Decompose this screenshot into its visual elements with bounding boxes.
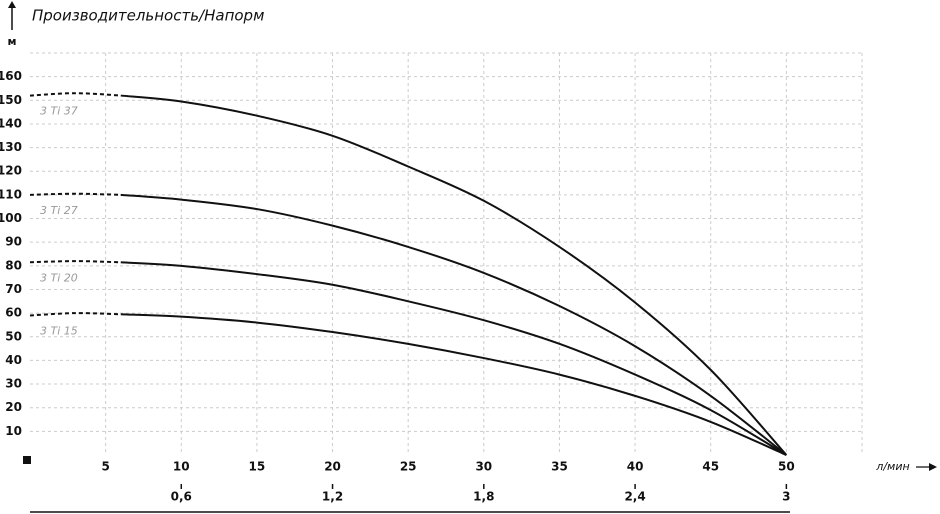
y-tick-label: 140 [0, 116, 22, 130]
series-line-dashed [29, 312, 121, 317]
y-tick-label: 110 [0, 187, 22, 201]
x-tick-label: 45 [702, 460, 719, 474]
y-tick-label: 100 [0, 211, 22, 225]
x-tick-label: 50 [778, 460, 795, 474]
x-tick-label: 15 [249, 460, 266, 474]
y-tick-label: 90 [5, 235, 22, 249]
y-tick-label: 70 [5, 282, 22, 296]
series-label: 3 Ti 20 [40, 271, 78, 284]
x-axis-arrowhead [929, 463, 937, 471]
series-label: 3 Ti 37 [40, 105, 78, 118]
x-tick-label: 25 [400, 460, 417, 474]
x-tick-label: 10 [173, 460, 190, 474]
x-tick-label: 20 [324, 460, 341, 474]
series-label: 3 Ti 27 [40, 204, 78, 217]
x-tick-label: 30 [475, 460, 492, 474]
y-tick-label: 160 [0, 69, 22, 83]
y-tick-label: 10 [5, 424, 22, 438]
series-line-dashed [29, 260, 121, 264]
y-tick-label: 30 [5, 377, 22, 391]
y-tick-label: 20 [5, 400, 22, 414]
series-line [120, 193, 787, 456]
y-tick-label: 80 [5, 258, 22, 272]
series-line-dashed [29, 92, 121, 97]
y-tick-label: 150 [0, 93, 22, 107]
x2-tick-label: 2,4 [624, 490, 645, 504]
x-tick-label: 35 [551, 460, 568, 474]
x2-tick-label: 1,8 [473, 490, 494, 504]
x2-tick-label: 0,6 [171, 490, 192, 504]
x-tick-label: 5 [101, 460, 109, 474]
y-tick-label: 130 [0, 140, 22, 154]
series-line [120, 261, 787, 456]
series-line [120, 94, 788, 456]
y-tick-label: 50 [5, 329, 22, 343]
y-tick-label: 120 [0, 164, 22, 178]
series-label: 3 Ti 15 [40, 324, 78, 337]
y-tick-label: 60 [5, 306, 22, 320]
series-line-dashed [29, 192, 121, 196]
chart-title: Производительность/Напорм [32, 7, 264, 25]
origin-marker [23, 456, 31, 464]
x2-tick-label: 3 [782, 490, 790, 504]
y-tick-label: 40 [5, 353, 22, 367]
x2-tick-label: 1,2 [322, 490, 343, 504]
y-axis-label: м [8, 35, 17, 48]
series-line [120, 313, 787, 456]
x-axis-label: л/мин [875, 460, 909, 473]
y-axis-arrowhead [8, 1, 16, 8]
x-tick-label: 40 [627, 460, 644, 474]
